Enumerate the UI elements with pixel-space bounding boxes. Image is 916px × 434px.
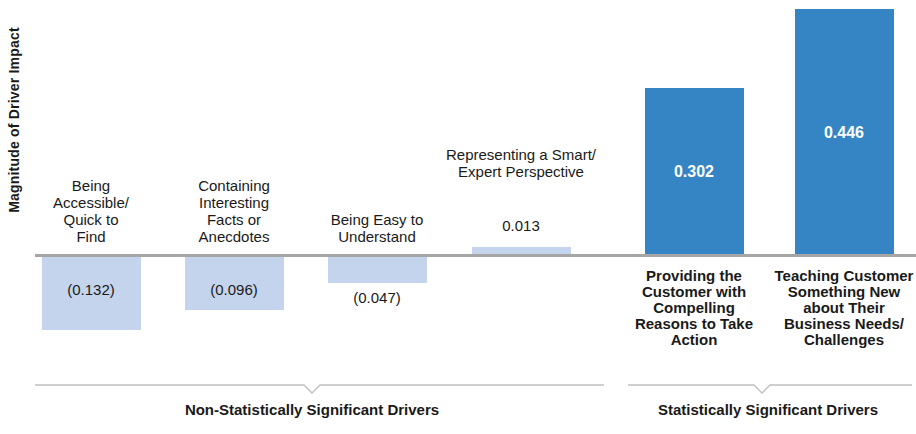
bar-chart: Magnitude of Driver Impact (0.132)Being … bbox=[0, 0, 916, 434]
zero-baseline bbox=[35, 254, 916, 257]
bar-value-label-5: 0.302 bbox=[624, 163, 764, 181]
bar-value-label-6: 0.446 bbox=[774, 124, 914, 142]
bar-value-label-3: (0.047) bbox=[307, 289, 447, 306]
nonsig-brace bbox=[35, 385, 604, 393]
sig-brace bbox=[628, 385, 912, 393]
group-label-significant: Statistically Significant Drivers bbox=[598, 401, 916, 418]
bar-value-label-4: 0.013 bbox=[451, 217, 591, 234]
bar-4 bbox=[472, 247, 571, 254]
bar-category-label-6: Teaching Customer Something New about Th… bbox=[734, 268, 916, 348]
bar-category-label-4: Representing a Smart/ Expert Perspective bbox=[411, 146, 631, 180]
group-braces bbox=[0, 378, 916, 402]
group-label-non-significant: Non-Statistically Significant Drivers bbox=[112, 401, 512, 418]
bar-value-label-2: (0.096) bbox=[164, 281, 304, 298]
bar-3 bbox=[328, 257, 427, 283]
bar-value-label-1: (0.132) bbox=[21, 281, 161, 298]
